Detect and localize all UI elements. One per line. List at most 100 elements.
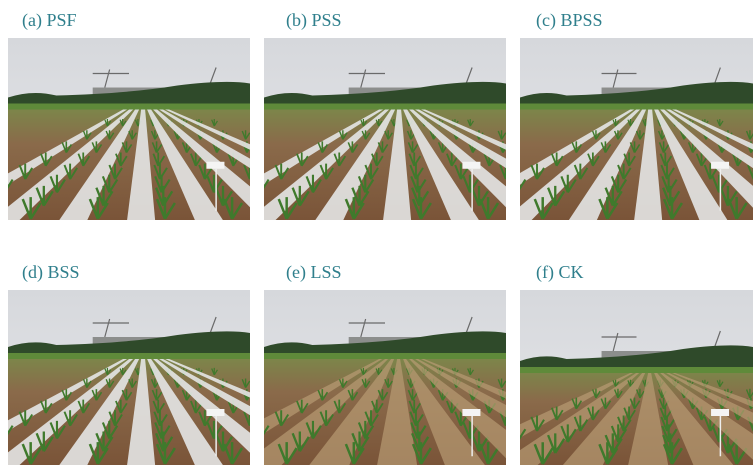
photo-detail <box>104 119 112 127</box>
photo-region <box>206 409 225 416</box>
photo-region <box>206 161 225 169</box>
photo-detail <box>115 399 128 414</box>
photo-region <box>711 161 730 169</box>
photo-detail <box>241 130 250 140</box>
photo-detail <box>377 141 389 154</box>
photo-detail <box>105 378 115 388</box>
photo-detail <box>547 185 566 207</box>
photo-detail <box>155 197 176 220</box>
photo-detail <box>470 431 489 452</box>
photo-detail <box>727 197 748 220</box>
photo-detail <box>462 174 479 193</box>
photo-detail <box>108 410 123 427</box>
photo-detail <box>35 431 54 452</box>
photo-detail <box>571 397 583 410</box>
photo-detail <box>264 331 506 353</box>
photo-detail <box>371 152 384 167</box>
photo-detail <box>591 130 601 140</box>
photo-detail <box>49 420 66 440</box>
photo-detail <box>264 179 270 190</box>
photo-detail <box>662 442 683 465</box>
photo-detail <box>634 109 663 220</box>
photo-detail <box>520 81 753 104</box>
photo-detail <box>587 152 600 167</box>
photo-detail <box>446 152 459 167</box>
photo-detail <box>351 185 370 207</box>
photo-detail <box>198 163 213 180</box>
photo <box>8 38 250 220</box>
photo-detail <box>357 420 375 440</box>
panel-label: (d) BSS <box>22 262 80 282</box>
photo-detail <box>315 109 396 220</box>
photo-detail <box>745 130 753 140</box>
photo-detail <box>533 197 554 220</box>
photo-region <box>264 353 506 359</box>
photo-detail <box>383 109 412 220</box>
photo-detail <box>241 378 250 388</box>
photo-detail <box>77 152 91 167</box>
photo-detail <box>587 406 600 421</box>
photo-detail <box>18 163 34 180</box>
photo-detail <box>612 119 620 127</box>
photo-detail <box>8 425 14 436</box>
photo-detail <box>338 378 348 388</box>
panel-label: (a) PSF <box>22 10 77 30</box>
photo-detail <box>628 373 669 465</box>
photo-detail <box>319 410 334 427</box>
photo-detail <box>274 410 290 427</box>
photo-detail <box>371 399 384 414</box>
photo-detail <box>206 174 223 193</box>
photo-detail <box>319 163 334 180</box>
photo-detail <box>520 428 527 440</box>
photo-detail <box>296 399 309 414</box>
photo-detail <box>407 141 419 154</box>
photo-detail <box>119 119 127 127</box>
photo-detail <box>610 424 628 443</box>
photo-detail <box>384 130 393 140</box>
photo-detail <box>360 119 368 127</box>
photo-detail <box>562 373 646 465</box>
photo-detail <box>151 141 163 154</box>
photo-detail <box>560 174 577 193</box>
photo-detail <box>344 197 365 220</box>
photo-detail <box>119 367 127 376</box>
photo-detail <box>377 359 418 465</box>
photo-detail <box>82 130 92 140</box>
photo-detail <box>18 410 34 427</box>
photo-detail <box>153 109 250 208</box>
photo-detail <box>159 109 250 169</box>
photo-detail <box>214 185 233 207</box>
photo-detail <box>375 119 383 127</box>
photo-detail <box>108 163 123 180</box>
photo-detail <box>357 174 375 193</box>
photo-detail <box>159 359 250 416</box>
photo-detail <box>403 109 479 220</box>
photo-detail <box>333 152 347 167</box>
photo <box>264 38 506 220</box>
photo-detail <box>95 431 114 452</box>
photo-detail <box>151 389 163 401</box>
photo-detail <box>127 109 156 220</box>
photo-detail <box>600 397 612 410</box>
photo-detail <box>206 420 223 440</box>
photo-detail <box>291 431 310 452</box>
photo-detail <box>101 420 119 440</box>
photo-detail <box>277 442 298 465</box>
photo-detail <box>550 152 564 167</box>
photo-detail <box>364 163 379 180</box>
photo-detail <box>223 197 244 220</box>
photo-region <box>264 103 506 110</box>
photo-detail <box>91 141 103 154</box>
photo-detail <box>377 389 389 401</box>
photo-detail <box>530 415 545 432</box>
photo-detail <box>277 197 298 220</box>
photo-detail <box>479 442 500 465</box>
photo-detail <box>547 433 566 454</box>
photo-detail <box>49 174 66 193</box>
photo-detail <box>520 373 634 438</box>
photo-detail <box>470 185 489 207</box>
photo-detail <box>155 442 176 465</box>
photo-detail <box>211 367 218 376</box>
photo-detail <box>198 410 213 427</box>
